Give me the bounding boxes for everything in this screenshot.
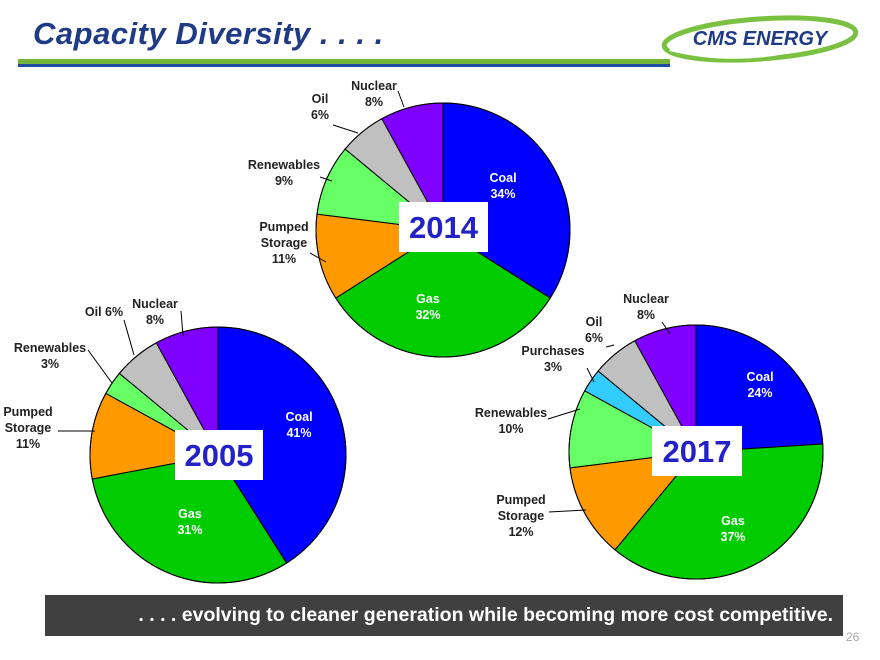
data-label-2017-purchases-line: 3% bbox=[544, 360, 562, 374]
leader-line-2017-oil bbox=[605, 344, 615, 348]
data-label-2017-coal-line: 24% bbox=[747, 386, 772, 400]
data-label-2017-oil: Oil 6% bbox=[585, 315, 603, 345]
data-label-2005-coal-line: Coal bbox=[285, 410, 312, 424]
slide-title: Capacity Diversity . . . . bbox=[33, 16, 384, 51]
chart-year-label: 2014 bbox=[409, 210, 479, 245]
year-box-2005 bbox=[175, 430, 263, 480]
data-label-2014-oil: Oil 6% bbox=[311, 92, 329, 122]
leader-line-2014-nuclear bbox=[397, 90, 405, 108]
data-label-2017-oil-line: Oil bbox=[586, 315, 603, 329]
year-box-2014 bbox=[399, 202, 488, 252]
data-label-2005-renewables-line: 3% bbox=[41, 357, 59, 371]
data-label-2017-gas-line: 37% bbox=[720, 530, 745, 544]
data-label-2017-coal-line: Coal bbox=[746, 370, 773, 384]
data-label-2005-nuclear-line: 8% bbox=[146, 313, 164, 327]
title-rule-blue bbox=[18, 64, 670, 67]
data-label-2014-coal-line: 34% bbox=[490, 187, 515, 201]
data-label-2014-pumped-storage-line: Storage bbox=[261, 236, 308, 250]
leader-line-2005-renewables bbox=[87, 349, 113, 384]
data-label-2014-coal-line: Coal bbox=[489, 171, 516, 185]
data-label-2017-gas-line: Gas bbox=[721, 514, 745, 528]
data-label-2005-gas-line: Gas bbox=[178, 507, 202, 521]
leader-line-2017-nuclear bbox=[661, 321, 671, 335]
data-label-2005-oil-line: Oil 6% bbox=[85, 305, 123, 319]
data-label-2005-coal: Coal 41% bbox=[285, 410, 312, 440]
data-label-2014-renewables: Renewables 9% bbox=[248, 158, 320, 188]
data-label-2017-gas: Gas 37% bbox=[720, 514, 745, 544]
tagline-banner: . . . . evolving to cleaner generation w… bbox=[45, 595, 843, 636]
data-label-2005-pumped-storage-line: Storage bbox=[5, 421, 52, 435]
data-label-2005-pumped-storage-line: Pumped bbox=[3, 405, 52, 419]
data-label-2014-gas: Gas 32% bbox=[415, 292, 440, 322]
cms-energy-logo: CMS ENERGY bbox=[661, 15, 859, 63]
data-label-2005-coal-line: 41% bbox=[286, 426, 311, 440]
leader-line-2005-nuclear bbox=[180, 310, 184, 337]
chart-year-label: 2017 bbox=[663, 434, 732, 469]
data-label-2014-pumped-storage-line: 11% bbox=[272, 252, 296, 266]
pie-chart-2005: Coal 41% Gas 31% Pumped Storage 11% Renewables 3… bbox=[3, 297, 347, 584]
data-label-2014-gas-line: Gas bbox=[416, 292, 440, 306]
data-label-2017-pumped-storage-line: Pumped bbox=[496, 493, 545, 507]
data-label-2014-oil-line: 6% bbox=[311, 108, 329, 122]
pie-outline-2005 bbox=[89, 326, 347, 584]
data-label-2005-pumped-storage-line: 11% bbox=[16, 437, 40, 451]
data-label-2017-pumped-storage-line: 12% bbox=[508, 525, 533, 539]
leader-line-2017-pumped-storage bbox=[548, 509, 587, 513]
leader-line-2014-pumped-storage bbox=[309, 252, 327, 263]
data-label-2017-pumped-storage: Pumped Storage 12% bbox=[496, 493, 545, 539]
pie-outline-2014 bbox=[315, 102, 571, 358]
data-label-2017-nuclear-line: 8% bbox=[637, 308, 655, 322]
data-label-2017-renewables: Renewables 10% bbox=[475, 406, 547, 436]
pie-outline-2017 bbox=[568, 324, 824, 580]
leader-line-2014-oil bbox=[332, 124, 359, 134]
chart-year-label: 2005 bbox=[185, 438, 254, 473]
leader-line-2017-purchases bbox=[586, 367, 595, 383]
data-label-2017-purchases-line: Purchases bbox=[521, 344, 584, 358]
data-label-2005-nuclear: Nuclear 8% bbox=[132, 297, 178, 327]
data-label-2017-renewables-line: 10% bbox=[498, 422, 523, 436]
page-number: 26 bbox=[846, 630, 860, 644]
data-label-2017-pumped-storage-line: Storage bbox=[498, 509, 545, 523]
pie-chart-2017: Coal 24% Gas 37% Pumped Storage 12% Renewables 1… bbox=[475, 292, 824, 580]
data-label-2014-renewables-line: Renewables bbox=[248, 158, 320, 172]
data-label-2014-renewables-line: 9% bbox=[275, 174, 293, 188]
data-label-2017-renewables-line: Renewables bbox=[475, 406, 547, 420]
data-label-2014-nuclear: Nuclear 8% bbox=[351, 79, 397, 109]
data-label-2017-coal: Coal 24% bbox=[746, 370, 773, 400]
title-rule-green bbox=[18, 59, 670, 64]
data-label-2017-purchases: Purchases 3% bbox=[521, 344, 584, 374]
data-label-2017-nuclear-line: Nuclear bbox=[623, 292, 669, 306]
leader-line-2014-renewables bbox=[319, 176, 333, 182]
data-label-2014-pumped-storage: Pumped Storage 11% bbox=[259, 220, 308, 266]
data-label-2014-nuclear-line: Nuclear bbox=[351, 79, 397, 93]
logo-text: CMS ENERGY bbox=[693, 28, 829, 50]
data-label-2005-gas: Gas 31% bbox=[177, 507, 202, 537]
pie-chart-2014: Coal 34% Gas 32% Pumped Storage 11% Renewables 9… bbox=[248, 79, 571, 358]
data-label-2005-nuclear-line: Nuclear bbox=[132, 297, 178, 311]
data-label-2017-oil-line: 6% bbox=[585, 331, 603, 345]
leader-line-2005-oil bbox=[123, 319, 135, 356]
data-label-2005-oil: Oil 6% bbox=[85, 305, 123, 319]
data-label-2014-oil-line: Oil bbox=[312, 92, 329, 106]
data-label-2014-nuclear-line: 8% bbox=[365, 95, 383, 109]
data-label-2005-renewables-line: Renewables bbox=[14, 341, 86, 355]
data-label-2005-renewables: Renewables 3% bbox=[14, 341, 86, 371]
year-box-2017 bbox=[652, 426, 742, 476]
data-label-2014-coal: Coal 34% bbox=[489, 171, 516, 201]
data-label-2014-gas-line: 32% bbox=[415, 308, 440, 322]
data-label-2005-pumped-storage: Pumped Storage 11% bbox=[3, 405, 52, 451]
data-label-2014-pumped-storage-line: Pumped bbox=[259, 220, 308, 234]
data-label-2005-gas-line: 31% bbox=[177, 523, 202, 537]
leader-line-2017-renewables bbox=[547, 408, 581, 420]
data-label-2017-nuclear: Nuclear 8% bbox=[623, 292, 669, 322]
